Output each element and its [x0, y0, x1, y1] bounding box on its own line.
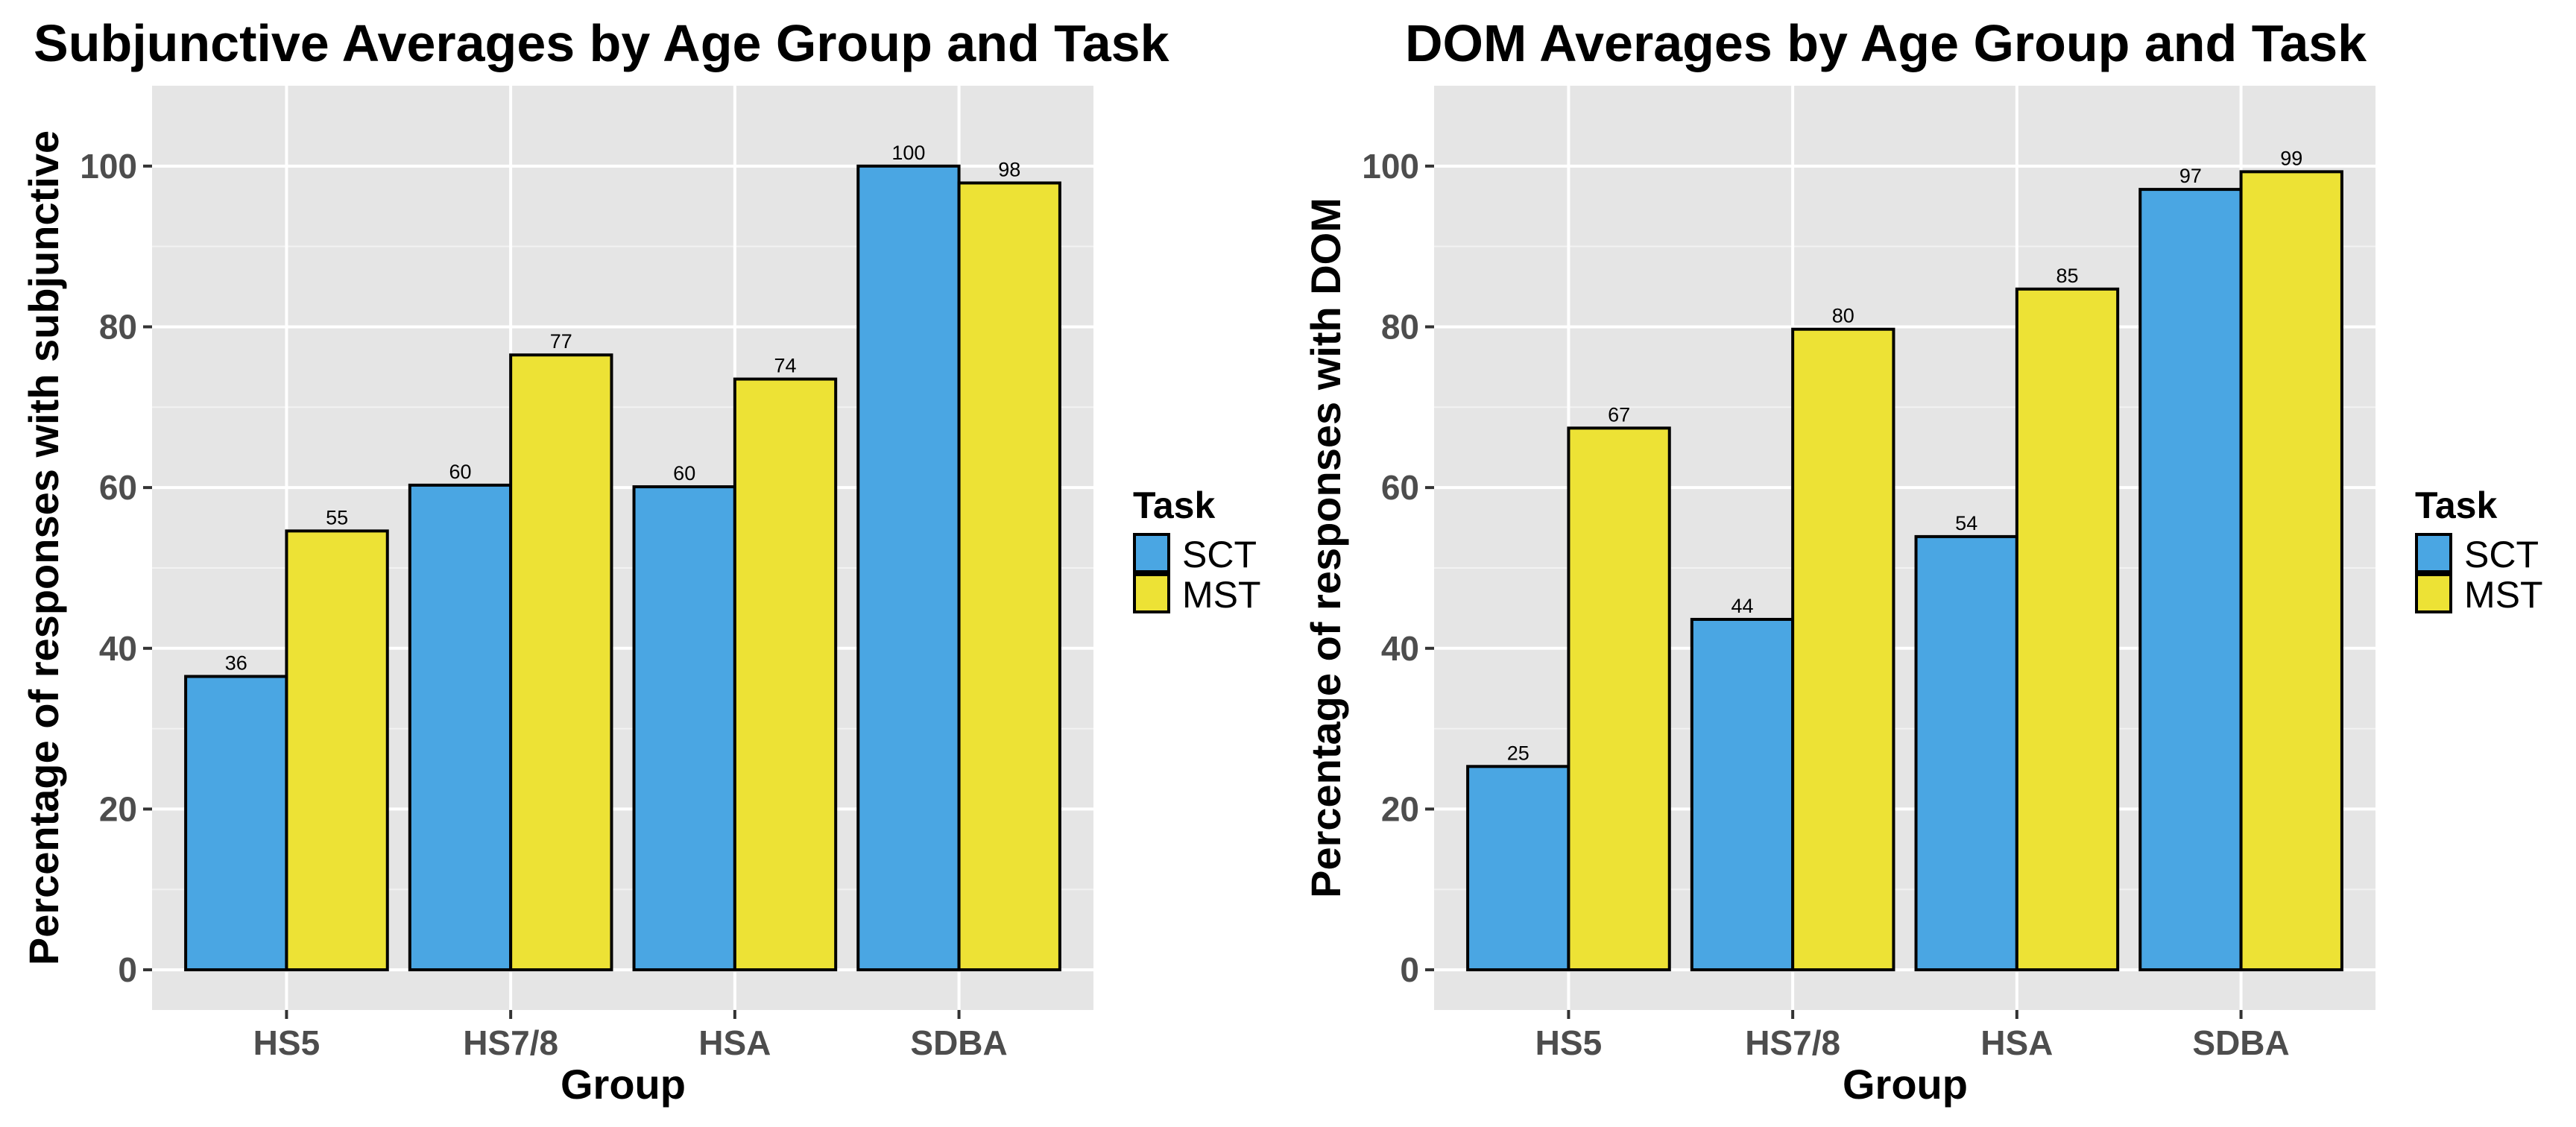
y-tick-label: 40 [99, 629, 137, 668]
bar-mst-hs7-8 [1791, 327, 1895, 972]
bars: 36 55 60 77 60 74 100 98 [184, 142, 1061, 972]
bar-sct-hs7-8 [408, 483, 513, 972]
legend-swatch-sct [2415, 533, 2452, 573]
data-label-sct-hs7-8: 44 [1731, 595, 1753, 617]
bar-mst-sdba [2239, 170, 2343, 972]
bar-mst-hs7-8 [509, 353, 613, 972]
bar-sct-sdba [2138, 188, 2243, 972]
subjunctive-chart: Subjunctive Averages by Age Group and Ta… [20, 14, 1261, 1108]
data-label-sct-hsa: 54 [1955, 512, 1977, 534]
y-tick-label: 60 [1381, 468, 1419, 507]
data-label-mst-sdba: 98 [998, 158, 1020, 180]
x-tick-label-hs5: HS5 [253, 1023, 320, 1062]
legend-swatch-mst [1133, 573, 1170, 613]
bar-mst-hs5 [1567, 426, 1671, 972]
data-label-mst-sdba: 99 [2280, 147, 2302, 169]
bar-sct-hs5 [184, 675, 288, 972]
data-label-mst-hs7-8: 80 [1832, 305, 1854, 327]
data-label-sct-hs5: 36 [225, 652, 247, 675]
y-tick-label: 100 [1362, 147, 1419, 186]
y-axis-ticks: 0 20 40 60 80 100 [1362, 147, 1434, 989]
x-axis-label: Group [1843, 1061, 1968, 1108]
legend: Task SCT MST [1133, 484, 1261, 616]
x-axis-label: Group [561, 1061, 686, 1108]
bar-sct-hsa [1914, 534, 2018, 972]
bars: 25 67 44 80 54 85 97 99 [1466, 147, 2343, 972]
x-tick-label-sdba: SDBA [910, 1023, 1007, 1062]
legend-title: Task [1133, 484, 1215, 526]
y-axis-label: Percentage of responses with subjunctive [20, 130, 67, 965]
legend: Task SCT MST [2415, 484, 2543, 616]
data-label-sct-hsa: 60 [673, 462, 695, 484]
data-label-mst-hs5: 55 [326, 506, 348, 528]
x-tick-label-hs7-8: HS7/8 [463, 1023, 558, 1062]
x-axis-ticks: HS5 HS7/8 HSA SDBA [1535, 1010, 2290, 1062]
legend-label-mst: MST [2464, 574, 2543, 616]
bar-sct-hs5 [1466, 765, 1570, 972]
data-label-mst-hsa: 85 [2056, 265, 2078, 287]
legend-label-sct: SCT [1182, 534, 1257, 575]
y-tick-label: 20 [99, 789, 137, 828]
data-label-sct-hs5: 25 [1507, 742, 1530, 764]
legend-swatch-sct [1133, 533, 1170, 573]
y-axis-label: Percentage of responses with DOM [1302, 198, 1349, 898]
bar-sct-hs7-8 [1690, 617, 1795, 972]
x-tick-label-hsa: HSA [698, 1023, 771, 1062]
y-tick-label: 0 [1400, 950, 1419, 989]
y-tick-label: 80 [1381, 307, 1419, 346]
y-tick-label: 80 [99, 307, 137, 346]
y-tick-label: 100 [80, 147, 137, 186]
chart-title: DOM Averages by Age Group and Task [1405, 14, 2367, 72]
legend-swatch-mst [2415, 573, 2452, 613]
x-tick-label-hs5: HS5 [1535, 1023, 1602, 1062]
y-tick-label: 40 [1381, 629, 1419, 668]
y-tick-label: 20 [1381, 789, 1419, 828]
y-axis-ticks: 0 20 40 60 80 100 [80, 147, 152, 989]
bar-mst-hs5 [285, 529, 389, 972]
x-tick-label-hsa: HSA [1980, 1023, 2053, 1062]
data-label-sct-sdba: 100 [891, 142, 925, 164]
x-axis-ticks: HS5 HS7/8 HSA SDBA [253, 1010, 1008, 1062]
data-label-mst-hs5: 67 [1608, 403, 1630, 426]
bar-mst-hsa [2015, 287, 2120, 972]
legend-title: Task [2415, 484, 2497, 526]
dom-chart: DOM Averages by Age Group and Task 25 67 4… [1302, 14, 2543, 1108]
legend-label-mst: MST [1182, 574, 1261, 616]
legend-label-sct: SCT [2464, 534, 2539, 575]
data-label-mst-hsa: 74 [774, 355, 796, 377]
x-tick-label-hs7-8: HS7/8 [1745, 1023, 1840, 1062]
bar-mst-hsa [733, 377, 838, 972]
y-tick-label: 60 [99, 468, 137, 507]
bar-sct-hsa [632, 485, 736, 972]
x-tick-label-sdba: SDBA [2192, 1023, 2289, 1062]
data-label-mst-hs7-8: 77 [550, 330, 572, 353]
data-label-sct-hs7-8: 60 [449, 461, 471, 483]
y-tick-label: 0 [118, 950, 137, 989]
chart-title: Subjunctive Averages by Age Group and Ta… [34, 14, 1169, 72]
bar-mst-sdba [957, 181, 1061, 972]
bar-sct-sdba [856, 164, 961, 972]
data-label-sct-sdba: 97 [2179, 165, 2202, 187]
